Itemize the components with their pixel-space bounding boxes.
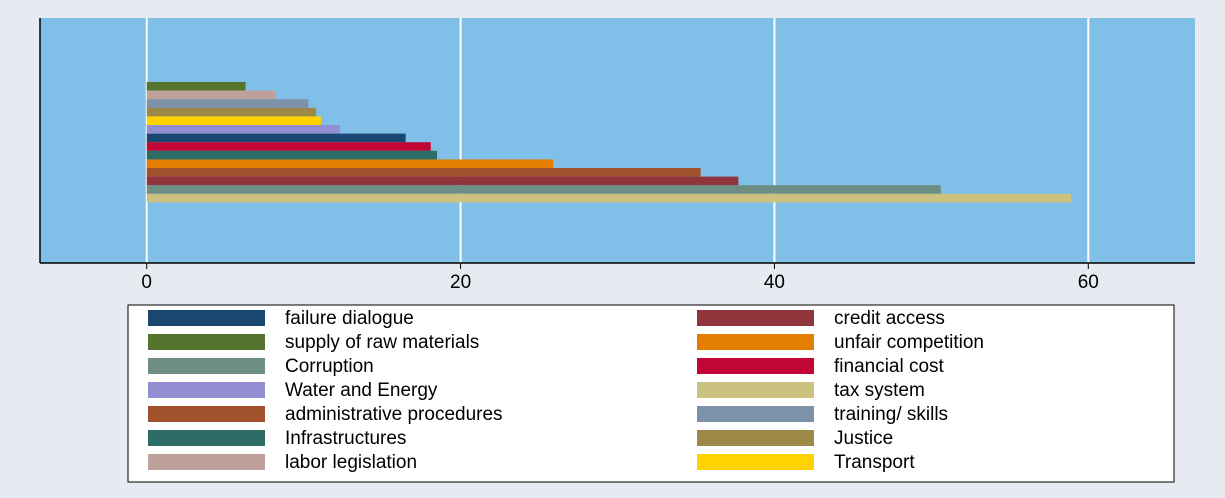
x-tick-label: 40 <box>764 272 785 293</box>
legend-label: administrative procedures <box>285 404 503 425</box>
bar <box>146 82 246 91</box>
bar <box>146 125 340 134</box>
bar <box>146 107 317 117</box>
legend-swatch <box>148 406 265 422</box>
bar <box>146 193 1072 203</box>
bar <box>146 159 554 168</box>
bar <box>146 168 701 177</box>
legend-label: financial cost <box>834 356 945 377</box>
legend-swatch <box>148 430 265 446</box>
bar <box>146 90 276 100</box>
legend-swatch <box>148 334 265 350</box>
legend-swatch <box>697 406 814 422</box>
legend-label: failure dialogue <box>285 308 414 329</box>
legend <box>127 304 1175 483</box>
legend-label: Transport <box>834 452 915 473</box>
legend-swatch <box>148 310 265 326</box>
legend-label: tax system <box>834 380 925 401</box>
x-tick-label: 60 <box>1078 272 1099 293</box>
legend-label: Water and Energy <box>285 380 438 401</box>
bar <box>146 150 438 160</box>
legend-swatch <box>697 430 814 446</box>
bar <box>146 185 941 194</box>
legend-label: Infrastructures <box>285 428 406 449</box>
bar <box>146 176 739 186</box>
legend-label: unfair competition <box>834 332 984 353</box>
legend-swatch <box>697 310 814 326</box>
legend-label: Justice <box>834 428 893 449</box>
bar <box>146 133 406 143</box>
bar <box>146 116 321 125</box>
legend-swatch <box>697 334 814 350</box>
legend-swatch <box>148 382 265 398</box>
legend-label: labor legislation <box>285 452 417 473</box>
bar <box>146 99 309 108</box>
legend-swatch <box>697 358 814 374</box>
legend-label: supply of raw materials <box>285 332 479 353</box>
legend-swatch <box>148 454 265 470</box>
bar <box>146 142 431 151</box>
legend-swatch <box>697 454 814 470</box>
legend-label: credit access <box>834 308 945 329</box>
legend-label: training/ skills <box>834 404 948 425</box>
legend-swatch <box>148 358 265 374</box>
x-tick-label: 20 <box>450 272 471 293</box>
x-tick-label: 0 <box>141 272 152 293</box>
legend-label: Corruption <box>285 356 374 377</box>
legend-swatch <box>697 382 814 398</box>
